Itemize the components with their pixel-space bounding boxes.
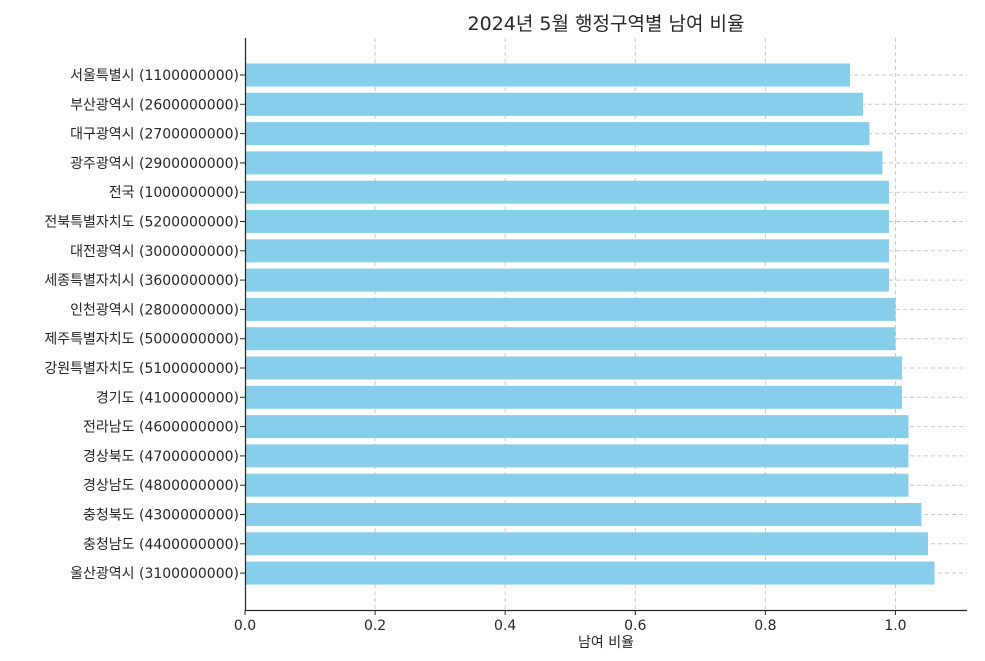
bar: [245, 297, 896, 321]
category-label: 대전광역시 (3000000000): [70, 244, 239, 260]
category-labels: 서울특별시 (1100000000) 부산광역시 (2600000000) 대구광역…: [44, 68, 239, 582]
bar: [245, 356, 902, 380]
bar: [245, 561, 935, 585]
bar: [245, 122, 870, 146]
bar: [245, 268, 889, 292]
category-label: 서울특별시 (1100000000): [70, 68, 239, 84]
category-label: 광주광역시 (2900000000): [70, 156, 239, 172]
bar: [245, 473, 909, 497]
bar: [245, 327, 896, 351]
x-tick-label: 0.8: [754, 618, 776, 634]
category-label: 충청북도 (4300000000): [83, 508, 239, 524]
category-label: 울산광역시 (3100000000): [70, 566, 239, 582]
category-label: 대구광역시 (2700000000): [70, 127, 239, 143]
category-label: 세종특별자치시 (3600000000): [44, 273, 239, 289]
category-label: 경상북도 (4700000000): [83, 449, 239, 465]
x-tick-label: 0.0: [234, 618, 256, 634]
bar: [245, 151, 883, 175]
bar: [245, 239, 889, 263]
x-axis-label: 남여 비율: [578, 635, 634, 651]
bar: [245, 63, 850, 87]
category-label: 제주특별자치도 (5000000000): [44, 332, 239, 348]
bar: [245, 444, 909, 468]
x-tick-labels: 0.0 0.2 0.4 0.6 0.8 1.0: [234, 74, 907, 634]
bar: [245, 532, 928, 556]
bar: [245, 210, 889, 233]
category-label: 강원특별자치도 (5100000000): [44, 361, 239, 377]
category-label: 전북특별자치도 (5200000000): [44, 215, 239, 231]
x-tick-label: 0.2: [364, 618, 386, 634]
category-label: 인천광역시 (2800000000): [70, 302, 239, 318]
category-label: 충청남도 (4400000000): [83, 537, 239, 553]
category-label: 전라남도 (4600000000): [83, 420, 239, 436]
chart-title: 2024년 5월 행정구역별 남여 비율: [468, 13, 745, 35]
bar: [245, 503, 922, 526]
bars: [245, 63, 935, 585]
category-label: 부산광역시 (2600000000): [70, 97, 239, 113]
category-label: 경상남도 (4800000000): [83, 478, 239, 494]
category-label: 전국 (1000000000): [109, 185, 239, 201]
bar: [245, 415, 909, 439]
bar: [245, 385, 902, 409]
x-tick-label: 1.0: [884, 618, 906, 634]
category-label: 경기도 (4100000000): [96, 390, 239, 406]
bar: [245, 180, 889, 204]
bar: [245, 92, 863, 116]
x-tick-label: 0.6: [624, 618, 646, 634]
x-tick-label: 0.4: [494, 618, 516, 634]
